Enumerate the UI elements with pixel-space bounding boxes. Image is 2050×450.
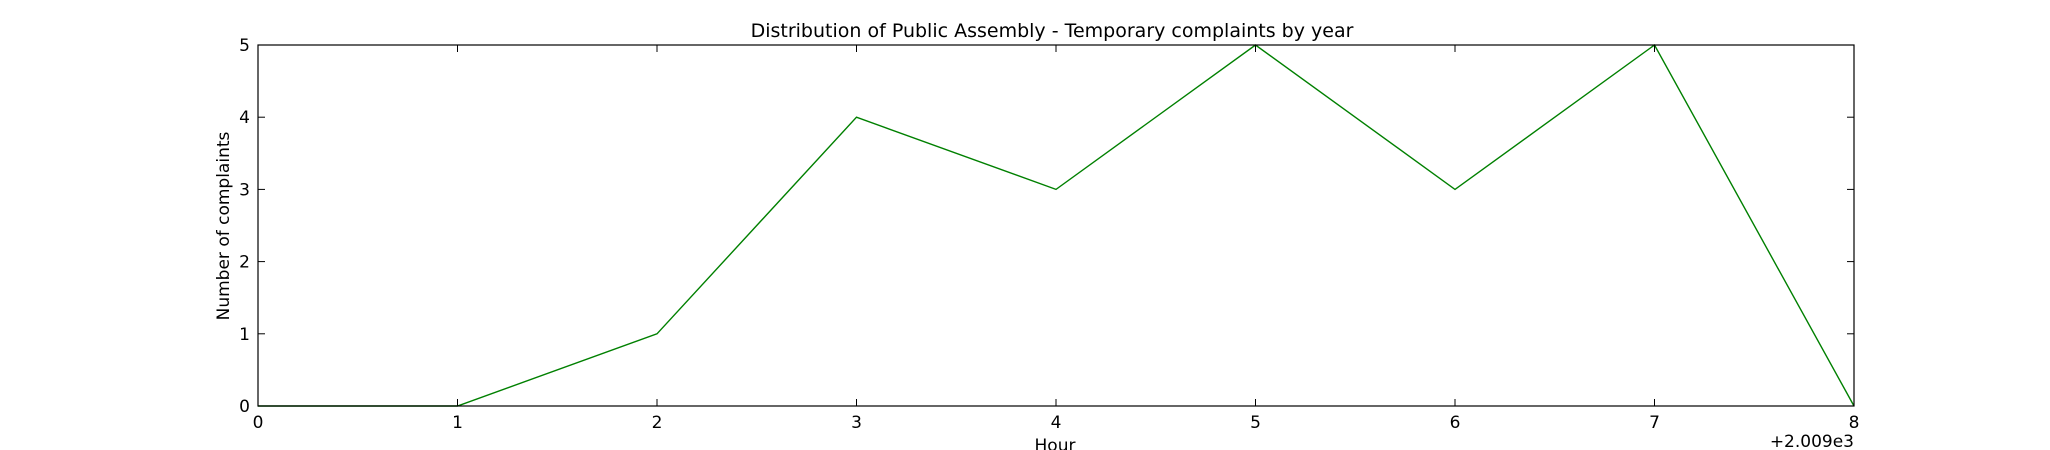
x-tick-label: 8: [1849, 413, 1860, 433]
y-axis-label: Number of complaints: [214, 131, 234, 320]
x-tick-label: 2: [652, 413, 663, 433]
y-tick-label: 2: [239, 253, 250, 273]
y-tick-label: 3: [239, 180, 250, 200]
y-tick-label: 5: [239, 36, 250, 56]
x-tick-label: 5: [1250, 413, 1261, 433]
x-tick-label: 3: [851, 413, 862, 433]
y-tick-label: 0: [239, 397, 250, 417]
x-axis-offset-label: +2.009e3: [1770, 432, 1854, 450]
y-tick-label: 4: [239, 108, 250, 128]
x-axis-ticks: 0 1 2 3 4 5 6 7 8: [253, 45, 1860, 433]
x-tick-label: 6: [1450, 413, 1461, 433]
x-tick-label: 1: [452, 413, 463, 433]
x-tick-label: 4: [1051, 413, 1062, 433]
x-axis-label: Hour: [1035, 436, 1076, 450]
chart-title: Distribution of Public Assembly - Tempor…: [751, 20, 1354, 42]
y-axis-ticks: 0 1 2 3 4 5: [239, 36, 1854, 417]
y-tick-label: 1: [239, 325, 250, 345]
x-tick-label: 7: [1649, 413, 1660, 433]
x-tick-label: 0: [253, 413, 264, 433]
